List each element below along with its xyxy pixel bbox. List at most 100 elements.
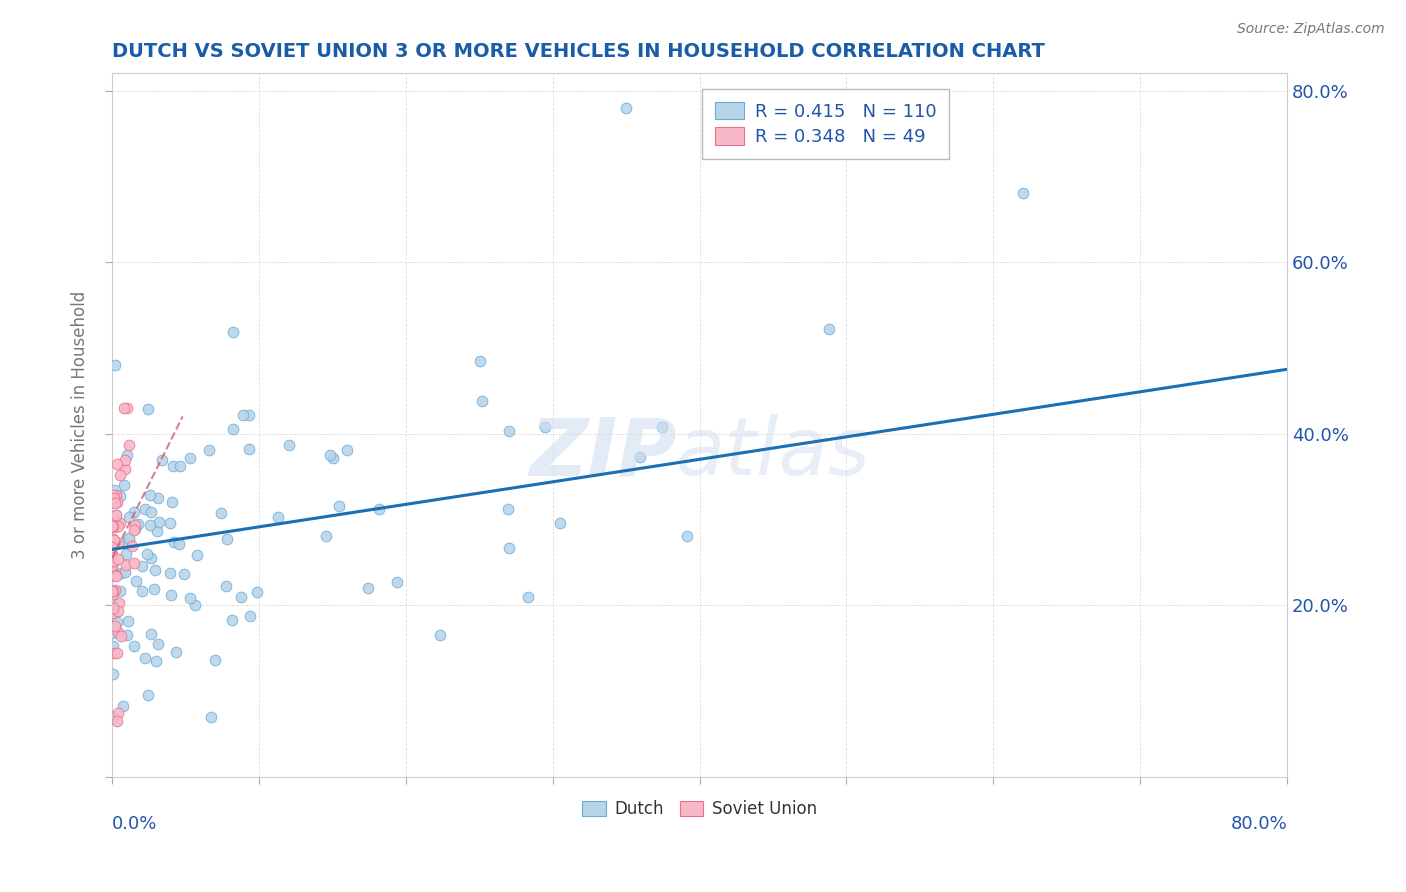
Point bbox=[139, 550, 162, 565]
Point bbox=[517, 591, 540, 605]
Text: 0.0%: 0.0% bbox=[112, 815, 157, 833]
Point bbox=[105, 714, 128, 728]
Point bbox=[118, 509, 141, 524]
Point bbox=[222, 325, 245, 339]
Point bbox=[104, 358, 127, 372]
Point bbox=[179, 591, 201, 606]
Point bbox=[124, 523, 146, 537]
Point bbox=[817, 322, 839, 336]
Point bbox=[139, 504, 162, 518]
Point bbox=[101, 593, 124, 607]
Point bbox=[131, 584, 153, 599]
Point bbox=[138, 518, 160, 533]
Point bbox=[146, 524, 169, 539]
Point bbox=[101, 532, 124, 546]
Point bbox=[108, 583, 131, 598]
Point bbox=[131, 559, 153, 574]
Point bbox=[103, 533, 125, 547]
Point bbox=[204, 653, 226, 667]
Point bbox=[162, 495, 184, 509]
Point bbox=[122, 640, 145, 654]
Point bbox=[108, 489, 131, 503]
Point bbox=[101, 583, 124, 598]
Point bbox=[139, 488, 162, 502]
Text: DUTCH VS SOVIET UNION 3 OR MORE VEHICLES IN HOUSEHOLD CORRELATION CHART: DUTCH VS SOVIET UNION 3 OR MORE VEHICLES… bbox=[112, 42, 1045, 61]
Point bbox=[108, 467, 131, 482]
Point bbox=[357, 582, 380, 596]
Point bbox=[159, 516, 181, 530]
Point bbox=[103, 709, 125, 723]
Point bbox=[179, 451, 201, 466]
Point bbox=[103, 584, 125, 599]
Point bbox=[121, 539, 143, 553]
Text: atlas: atlas bbox=[676, 414, 870, 492]
Point bbox=[104, 508, 127, 523]
Point bbox=[336, 443, 359, 458]
Point bbox=[107, 706, 129, 720]
Point bbox=[429, 627, 451, 641]
Point bbox=[103, 513, 125, 527]
Point bbox=[105, 457, 128, 471]
Point bbox=[169, 459, 191, 474]
Point bbox=[104, 488, 127, 502]
Point bbox=[103, 586, 125, 600]
Point bbox=[238, 408, 260, 422]
Point bbox=[107, 624, 129, 639]
Point bbox=[315, 528, 337, 542]
Point bbox=[104, 519, 127, 533]
Point bbox=[104, 496, 127, 510]
Point bbox=[498, 424, 520, 438]
Text: Source: ZipAtlas.com: Source: ZipAtlas.com bbox=[1237, 22, 1385, 37]
Point bbox=[110, 628, 132, 642]
Point bbox=[150, 453, 173, 467]
Point bbox=[101, 709, 124, 723]
Point bbox=[101, 626, 124, 640]
Point bbox=[101, 548, 124, 562]
Point bbox=[101, 517, 124, 532]
Point bbox=[105, 569, 128, 583]
Point bbox=[107, 604, 129, 618]
Point bbox=[105, 508, 128, 522]
Point bbox=[246, 584, 269, 599]
Point bbox=[143, 563, 166, 577]
Point bbox=[1011, 186, 1033, 201]
Point bbox=[117, 615, 139, 629]
Point bbox=[103, 567, 125, 582]
Point bbox=[104, 582, 127, 597]
Point bbox=[108, 516, 131, 530]
Point bbox=[112, 699, 135, 714]
Point bbox=[498, 502, 520, 516]
Point bbox=[124, 522, 146, 536]
Point bbox=[103, 606, 125, 620]
Point bbox=[238, 442, 260, 456]
Point bbox=[148, 637, 170, 651]
Point bbox=[101, 488, 124, 502]
Point bbox=[385, 575, 408, 590]
Point bbox=[105, 646, 128, 660]
Point bbox=[101, 569, 124, 583]
Point bbox=[136, 548, 159, 562]
Point bbox=[127, 517, 149, 532]
Point bbox=[105, 495, 128, 509]
Point bbox=[103, 646, 125, 660]
Point bbox=[122, 505, 145, 519]
Point bbox=[166, 645, 188, 659]
Point bbox=[470, 393, 492, 408]
Point bbox=[101, 547, 124, 561]
Point bbox=[125, 574, 148, 588]
Point bbox=[103, 491, 125, 506]
Point bbox=[367, 502, 389, 516]
Point bbox=[122, 556, 145, 570]
Point bbox=[101, 532, 124, 546]
Point bbox=[169, 537, 191, 551]
Point bbox=[162, 458, 184, 473]
Point bbox=[105, 615, 128, 629]
Point bbox=[101, 555, 124, 569]
Point bbox=[115, 558, 138, 573]
Point bbox=[101, 559, 124, 574]
Point bbox=[101, 516, 124, 530]
Point bbox=[173, 566, 195, 581]
Point bbox=[105, 516, 128, 531]
Point bbox=[159, 566, 181, 581]
Point bbox=[548, 516, 571, 530]
